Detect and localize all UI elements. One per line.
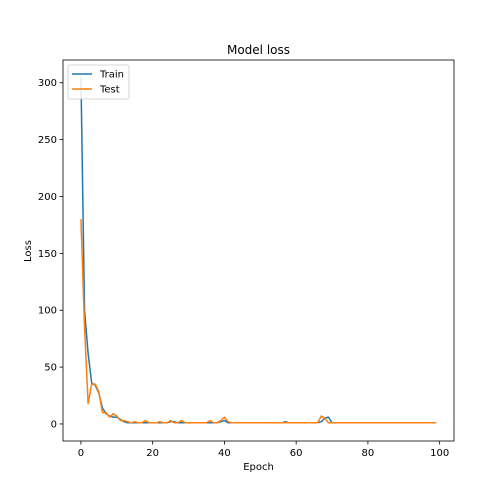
axes-frame [62,59,455,442]
y-tick-label: 0 [51,419,57,430]
x-tick-label: 100 [430,448,449,459]
x-tick-label: 0 [78,448,84,459]
y-tick-label: 50 [44,363,57,374]
y-tick-label: 300 [38,78,57,89]
x-tick-label: 80 [362,448,375,459]
legend-label-test: Test [99,85,120,96]
chart-title: Model loss [227,43,290,57]
y-tick-label: 150 [38,249,57,260]
axes-background [63,60,454,441]
y-axis-label: Loss [23,240,34,262]
y-tick-label: 100 [38,306,57,317]
x-axis-label: Epoch [243,462,274,473]
tick-group: 0 20 40 60 80 100 0 50 100 150 200 250 300 [38,78,449,459]
legend-label-train: Train [99,70,124,81]
series-line-test [80,219,437,424]
x-tick-label: 40 [218,448,231,459]
series-lines [80,77,437,424]
y-tick-label: 250 [38,135,57,146]
legend: Train Test [67,64,130,100]
x-tick-label: 20 [146,448,159,459]
y-tick-label: 200 [38,192,57,203]
x-tick-label: 60 [290,448,303,459]
